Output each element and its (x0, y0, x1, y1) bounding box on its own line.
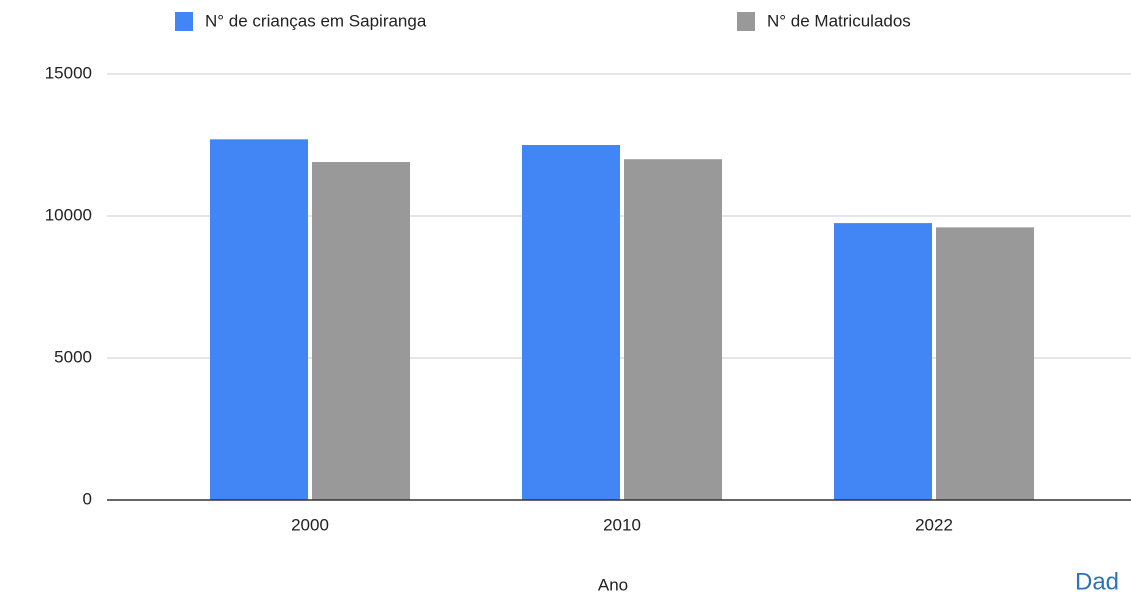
y-tick-label: 0 (83, 489, 92, 508)
annotation: Dad (1075, 568, 1119, 595)
y-tick-label: 5000 (54, 347, 92, 366)
legend-swatch (175, 12, 193, 31)
legend-label: N° de Matriculados (767, 11, 911, 30)
bar (834, 223, 932, 500)
bar (210, 139, 308, 500)
bar (522, 145, 620, 500)
x-axis-title: Ano (598, 575, 628, 594)
bar (936, 227, 1034, 501)
bar (312, 162, 410, 501)
x-tick-label: 2000 (291, 515, 329, 534)
bar (624, 159, 722, 500)
legend-swatch (737, 12, 755, 31)
x-tick-label: 2022 (915, 515, 953, 534)
legend-label: N° de crianças em Sapiranga (205, 11, 427, 30)
y-tick-label: 15000 (45, 63, 92, 82)
y-tick-label: 10000 (45, 205, 92, 224)
x-tick-label: 2010 (603, 515, 641, 534)
